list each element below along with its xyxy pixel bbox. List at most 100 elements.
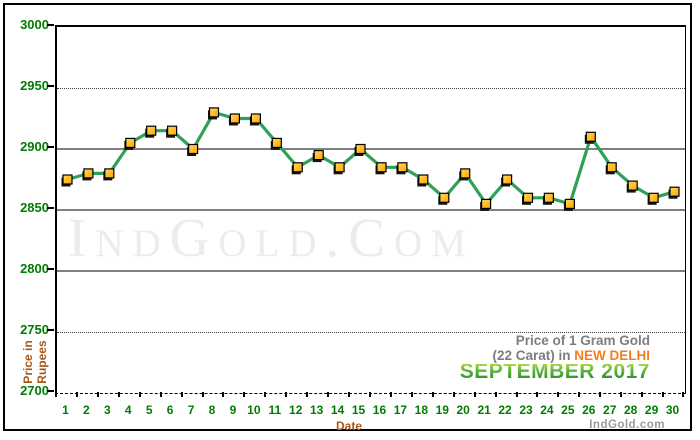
x-tick-label: 6 bbox=[166, 403, 174, 417]
x-tick-label: 24 bbox=[540, 403, 554, 417]
data-point-marker bbox=[104, 168, 115, 179]
data-point-marker bbox=[481, 198, 492, 209]
x-tick-label: 5 bbox=[145, 403, 153, 417]
data-point-marker bbox=[229, 113, 240, 124]
data-point-marker bbox=[564, 198, 575, 209]
data-point-marker bbox=[355, 143, 366, 155]
data-point-marker bbox=[585, 131, 596, 142]
data-point-marker bbox=[83, 168, 94, 179]
caption-city: NEW DELHI bbox=[574, 348, 650, 363]
x-tick-label: 20 bbox=[456, 403, 470, 417]
x-tick-mark bbox=[389, 392, 392, 397]
x-tick-mark bbox=[201, 392, 204, 397]
data-point-marker bbox=[418, 174, 429, 185]
y-axis-title-line1: Price in bbox=[21, 340, 35, 384]
data-point-marker bbox=[376, 162, 387, 173]
x-tick-label: 26 bbox=[582, 403, 596, 417]
x-tick-label: 1 bbox=[62, 403, 69, 417]
y-tick-mark bbox=[47, 329, 54, 331]
caption-line2-prefix: (22 Carat) in bbox=[492, 348, 575, 363]
x-tick-label: 2 bbox=[83, 403, 90, 417]
gridline-dotted bbox=[57, 332, 685, 333]
y-tick-mark bbox=[47, 24, 54, 26]
x-tick-mark bbox=[620, 392, 623, 397]
caption-month: SEPTEMBER 2017 bbox=[459, 360, 650, 383]
y-tick-label: 2900 bbox=[20, 139, 49, 154]
x-tick-label: 22 bbox=[498, 403, 512, 417]
data-point-marker bbox=[292, 162, 303, 173]
x-tick-mark bbox=[138, 392, 141, 397]
data-point-marker bbox=[502, 174, 513, 185]
x-tick-label: 17 bbox=[393, 403, 408, 417]
x-tick-mark bbox=[159, 392, 162, 397]
y-tick-mark bbox=[47, 207, 54, 209]
data-point-marker bbox=[334, 162, 345, 173]
data-point-marker bbox=[460, 168, 471, 179]
data-point-marker bbox=[648, 192, 659, 203]
gridline-solid bbox=[57, 148, 685, 150]
x-tick-mark bbox=[452, 392, 455, 397]
y-tick-mark bbox=[47, 390, 54, 392]
x-tick-mark bbox=[578, 392, 581, 397]
y-tick-label: 2750 bbox=[20, 322, 49, 337]
brand-credit: IndGold.com bbox=[589, 419, 665, 431]
gridline-solid bbox=[57, 270, 685, 272]
data-point-marker bbox=[627, 180, 638, 191]
x-tick-mark bbox=[327, 392, 330, 397]
data-point-marker bbox=[125, 137, 136, 149]
y-tick-label: 2950 bbox=[20, 78, 49, 93]
x-tick-mark bbox=[180, 392, 183, 397]
x-tick-label: 7 bbox=[187, 403, 195, 417]
data-point-marker bbox=[313, 149, 324, 161]
data-point-marker bbox=[543, 192, 554, 203]
x-tick-label: 25 bbox=[561, 403, 575, 417]
x-tick-label: 23 bbox=[519, 403, 533, 417]
x-tick-label: 16 bbox=[372, 403, 387, 417]
data-point-marker bbox=[250, 113, 261, 124]
data-point-marker bbox=[669, 186, 680, 197]
x-tick-mark bbox=[431, 392, 434, 397]
y-tick-label: 3000 bbox=[20, 17, 49, 32]
gridline-solid bbox=[57, 209, 685, 211]
y-tick-mark bbox=[47, 146, 54, 148]
data-point-marker bbox=[62, 174, 73, 185]
y-tick-mark bbox=[47, 85, 54, 87]
x-tick-label: 19 bbox=[435, 403, 449, 417]
x-tick-label: 14 bbox=[330, 403, 345, 417]
data-point-marker bbox=[188, 143, 199, 155]
x-tick-mark bbox=[599, 392, 602, 397]
watermark-text: IndGold.Com bbox=[68, 207, 475, 268]
x-tick-mark bbox=[264, 392, 267, 397]
x-tick-label: 30 bbox=[665, 403, 680, 417]
price-line bbox=[65, 110, 677, 206]
x-tick-label: 18 bbox=[414, 403, 428, 417]
data-point-marker bbox=[166, 125, 178, 136]
x-tick-label: 9 bbox=[229, 403, 237, 417]
x-tick-mark bbox=[557, 392, 560, 397]
x-tick-mark bbox=[243, 392, 246, 397]
chart-caption: Price of 1 Gram Gold (22 Carat) in NEW D… bbox=[459, 333, 650, 383]
y-tick-label: 2700 bbox=[20, 383, 49, 398]
x-tick-mark bbox=[75, 392, 78, 397]
x-tick-mark bbox=[515, 392, 518, 397]
x-tick-mark bbox=[369, 392, 371, 397]
x-tick-label: 28 bbox=[623, 403, 638, 417]
x-axis-title: Date bbox=[335, 419, 362, 433]
data-point-marker bbox=[208, 107, 220, 118]
x-tick-mark bbox=[117, 392, 120, 397]
data-point-marker bbox=[146, 125, 157, 136]
x-tick-mark bbox=[641, 392, 644, 397]
x-tick-mark bbox=[473, 392, 476, 397]
x-tick-label: 3 bbox=[103, 403, 111, 417]
x-tick-label: 27 bbox=[603, 403, 617, 417]
x-tick-mark bbox=[306, 392, 309, 397]
x-tick-label: 15 bbox=[351, 403, 366, 417]
x-tick-mark bbox=[682, 392, 684, 397]
x-tick-label: 12 bbox=[289, 403, 303, 417]
y-tick-mark bbox=[47, 268, 54, 270]
x-tick-mark bbox=[536, 392, 539, 397]
x-tick-label: 4 bbox=[124, 403, 132, 417]
data-point-marker bbox=[439, 192, 450, 203]
x-tick-label: 11 bbox=[268, 403, 282, 417]
x-tick-mark bbox=[494, 392, 497, 397]
